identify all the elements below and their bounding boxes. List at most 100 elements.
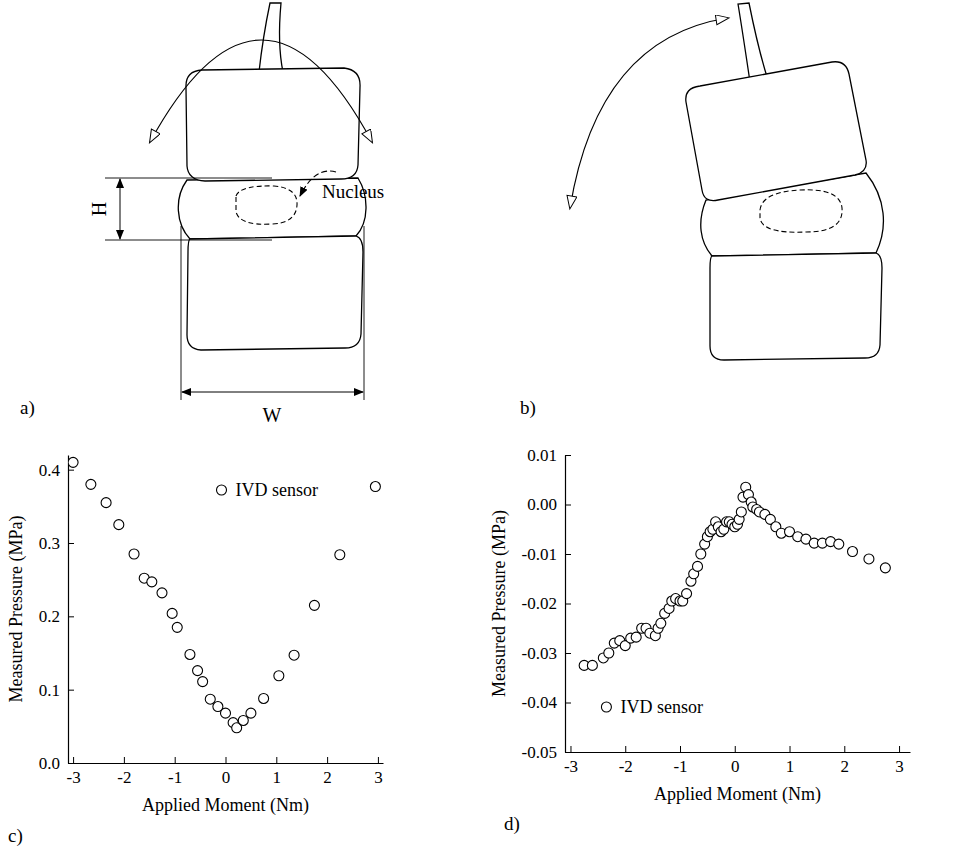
x-tick-label: 2	[841, 757, 850, 776]
data-point	[274, 671, 284, 681]
x-tick: 3	[895, 746, 904, 776]
y-tick-mark	[565, 554, 571, 555]
y-tick-label: -0.02	[522, 594, 557, 613]
data-point	[101, 498, 111, 508]
spinous-process	[259, 3, 283, 72]
y-tick: 0.01	[527, 446, 571, 465]
x-axis-line	[69, 763, 384, 764]
y-axis-title: Measured Pressure (MPa)	[489, 510, 510, 697]
x-tick-label: -1	[168, 768, 182, 787]
data-point	[289, 650, 299, 660]
x-tick-mark	[625, 746, 626, 752]
y-tick-label: 0.3	[39, 534, 60, 553]
y-tick-label: 0.01	[527, 446, 557, 465]
x-tick-mark	[226, 757, 227, 763]
y-tick-mark	[565, 505, 571, 506]
x-axis-title: Applied Moment (Nm)	[142, 795, 309, 816]
upper-vertebra	[186, 68, 360, 181]
x-axis-title: Applied Moment (Nm)	[654, 784, 821, 805]
data-point	[370, 482, 380, 492]
data-point	[147, 577, 157, 587]
y-axis: 0.00.10.20.30.4	[39, 456, 74, 773]
chart-1: -3-2-10123-0.05-0.04-0.03-0.02-0.010.000…	[489, 446, 910, 805]
x-tick-label: 1	[786, 757, 795, 776]
lower-vertebra	[710, 253, 882, 360]
x-tick: 2	[841, 746, 850, 776]
data-point	[848, 547, 858, 557]
x-tick-label: 0	[222, 768, 231, 787]
lower-vertebra	[187, 236, 363, 350]
data-point	[587, 660, 597, 670]
data-point	[880, 563, 890, 573]
x-tick-mark	[570, 746, 571, 752]
legend: IVD sensor	[217, 480, 319, 500]
y-tick-label: -0.05	[522, 743, 557, 762]
dimension-arrow	[182, 392, 363, 393]
y-tick-mark	[565, 604, 571, 605]
data-point	[736, 507, 746, 517]
y-tick: 0.0	[39, 754, 74, 773]
data-point	[193, 666, 203, 676]
x-tick-mark	[124, 757, 125, 763]
data-point	[246, 708, 256, 718]
data-point	[682, 589, 692, 599]
x-tick: 0	[731, 746, 740, 776]
y-tick-label: -0.03	[522, 644, 557, 663]
data-point	[68, 457, 78, 467]
y-tick-label: 0.1	[39, 681, 60, 700]
width-label: W	[263, 404, 282, 426]
data-point	[86, 479, 96, 489]
panel-label: d)	[504, 813, 520, 835]
x-tick: 2	[323, 757, 332, 787]
data-point	[167, 608, 177, 618]
nucleus	[760, 190, 842, 232]
x-tick: 1	[786, 746, 795, 776]
x-tick-mark	[327, 757, 328, 763]
x-tick-mark	[276, 757, 277, 763]
figure: NucleusHWa)b)c)d)-3-2-101230.00.10.20.30…	[0, 0, 966, 853]
y-tick-mark	[68, 763, 74, 764]
x-tick: -1	[168, 757, 182, 787]
nucleus	[236, 186, 297, 224]
data-point	[157, 588, 167, 598]
data-point	[696, 549, 706, 559]
x-axis-line	[566, 752, 911, 753]
x-tick-label: 0	[731, 757, 740, 776]
y-tick-mark	[68, 616, 74, 617]
y-tick: -0.05	[522, 743, 571, 762]
data-point	[198, 677, 208, 687]
data-point	[335, 550, 345, 560]
data-point	[834, 539, 844, 549]
upper-vertebra	[686, 62, 866, 201]
x-tick-label: -3	[66, 768, 80, 787]
spinous-process	[738, 3, 768, 82]
y-tick: -0.04	[522, 693, 571, 712]
x-tick-mark	[680, 746, 681, 752]
x-tick-label: 3	[895, 757, 904, 776]
dimension-line	[181, 226, 182, 400]
y-tick-label: -0.04	[522, 693, 558, 712]
y-tick-mark	[68, 470, 74, 471]
data-point	[185, 649, 195, 659]
panel-label: b)	[520, 397, 536, 419]
legend: IVD sensor	[601, 697, 703, 717]
y-axis: -0.05 -0.04 -0.03 -0.02 -0.01 0.00 0.01	[522, 446, 571, 762]
panel-label: c)	[8, 825, 23, 847]
legend-marker	[601, 702, 611, 712]
x-tick: -2	[117, 757, 131, 787]
plot-area	[68, 457, 380, 732]
x-tick-label: 2	[323, 768, 332, 787]
data-point	[238, 715, 248, 725]
x-tick-mark	[790, 746, 791, 752]
data-point	[693, 561, 703, 571]
data-point	[259, 693, 269, 703]
y-tick: 0.00	[527, 495, 571, 514]
data-point	[309, 600, 319, 610]
x-tick-label: -3	[564, 757, 578, 776]
x-tick-label: 3	[374, 768, 383, 787]
y-tick: -0.01	[522, 545, 571, 564]
y-tick: 0.3	[39, 534, 74, 553]
x-tick: 3	[374, 757, 383, 787]
x-tick-label: -2	[619, 757, 633, 776]
data-point	[604, 648, 614, 658]
